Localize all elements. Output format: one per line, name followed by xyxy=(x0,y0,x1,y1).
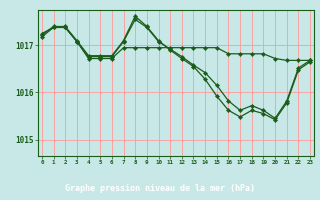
Text: Graphe pression niveau de la mer (hPa): Graphe pression niveau de la mer (hPa) xyxy=(65,184,255,193)
